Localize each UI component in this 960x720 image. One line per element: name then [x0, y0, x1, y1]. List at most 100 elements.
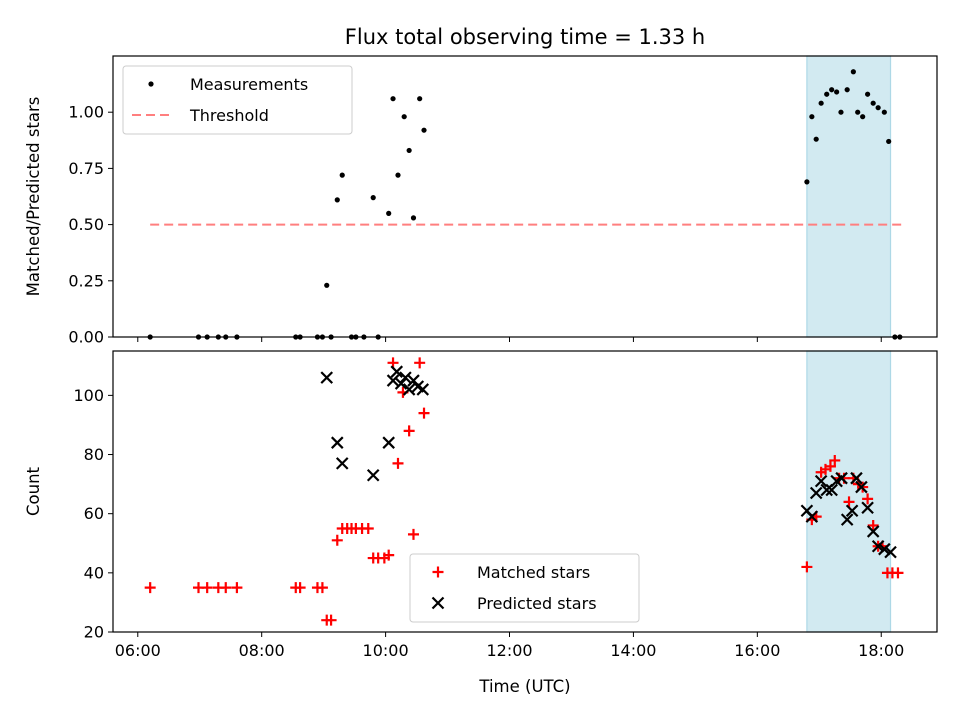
data-point [871, 539, 885, 553]
data-point [362, 522, 374, 534]
data-point [829, 87, 835, 93]
x-tick-label: 08:00 [239, 641, 285, 660]
data-point [862, 493, 874, 505]
data-point [382, 436, 395, 449]
data-point [804, 179, 810, 185]
plot-frame [112, 350, 938, 633]
data-point [370, 195, 376, 201]
x-tick-label: 06:00 [115, 641, 161, 660]
data-point [294, 582, 306, 594]
data-point [325, 614, 337, 626]
data-point [320, 371, 334, 384]
data-point [886, 138, 892, 145]
data-point [892, 567, 904, 579]
y-tick-label: 0.25 [68, 271, 104, 290]
data-point [324, 282, 330, 288]
data-point [330, 436, 344, 449]
x-tick-label: 12:00 [486, 641, 532, 660]
legend-marker [431, 596, 445, 610]
data-point [865, 91, 871, 97]
data-point [403, 425, 415, 437]
data-point [834, 89, 840, 95]
data-point [818, 100, 824, 106]
data-point [414, 357, 426, 369]
legend-marker [432, 566, 444, 578]
legend-box [409, 553, 640, 623]
ratio-panel: 0.00 0.25 0.50 0.75 1.00 Measurements Threshol… [68, 55, 938, 347]
data-point [855, 109, 861, 115]
observing-window-span [806, 55, 892, 338]
bottom-y-axis-label: Count [24, 466, 43, 516]
data-point [339, 172, 345, 178]
data-point [881, 109, 887, 115]
legend-box [122, 65, 353, 135]
data-point [884, 545, 897, 559]
data-point [829, 454, 841, 466]
data-point [875, 105, 881, 111]
legend-marker [148, 81, 154, 87]
legend: Matched stars Predicted stars [409, 553, 640, 623]
observing-window-span [806, 350, 892, 633]
data-point [867, 520, 879, 532]
y-tick-label: 0.75 [68, 159, 104, 178]
data-point [418, 407, 430, 419]
data-point [417, 96, 423, 102]
data-point [401, 114, 407, 120]
data-point [809, 114, 815, 120]
data-point [406, 147, 412, 154]
y-tick-label: 40 [84, 563, 104, 582]
data-point [231, 582, 243, 594]
x-tick-label: 18:00 [858, 641, 904, 660]
data-point [835, 471, 848, 485]
data-point [402, 383, 416, 396]
data-point [201, 582, 213, 594]
y-tick-label: 60 [84, 504, 104, 523]
data-point [825, 483, 838, 497]
data-point [813, 136, 819, 142]
data-point [390, 365, 404, 378]
data-point [840, 513, 854, 526]
y-tick-label: 100 [73, 386, 104, 405]
data-point [861, 501, 874, 515]
data-point [820, 483, 833, 497]
data-point [407, 528, 419, 540]
data-point [878, 542, 891, 556]
y-tick-label: 1.00 [68, 103, 104, 122]
data-point [421, 127, 427, 133]
data-point [845, 504, 859, 518]
data-point [855, 480, 868, 494]
data-point [416, 383, 430, 396]
x-tick-label: 10:00 [363, 641, 409, 660]
data-point [395, 172, 401, 178]
data-point [814, 474, 828, 488]
legend-label: Matched stars [477, 563, 590, 582]
top-y-axis-label: Matched/Predicted stars [24, 97, 43, 297]
data-point [335, 457, 349, 470]
data-point [850, 471, 863, 485]
data-point [316, 582, 328, 594]
data-point [805, 510, 819, 523]
y-tick-label: 0.00 [68, 328, 104, 347]
y-tick-label: 0.50 [68, 215, 104, 234]
data-point [144, 582, 156, 594]
data-point [866, 525, 880, 538]
data-point [844, 87, 850, 93]
series-predicted-stars [320, 365, 897, 559]
data-point [824, 460, 836, 472]
x-tick-label: 16:00 [734, 641, 780, 660]
data-point [386, 210, 392, 216]
plot-frame [112, 55, 938, 338]
data-point [809, 486, 823, 500]
chart-title: Flux total observing time = 1.33 h [345, 25, 705, 49]
data-point [390, 96, 396, 102]
data-point [386, 374, 400, 387]
data-point [331, 534, 343, 546]
data-point [383, 549, 395, 561]
data-point [843, 496, 855, 508]
data-point [801, 561, 813, 573]
x-axis-label: Time (UTC) [478, 677, 570, 696]
data-point [824, 91, 830, 97]
data-point [860, 114, 866, 120]
data-point [850, 69, 856, 75]
